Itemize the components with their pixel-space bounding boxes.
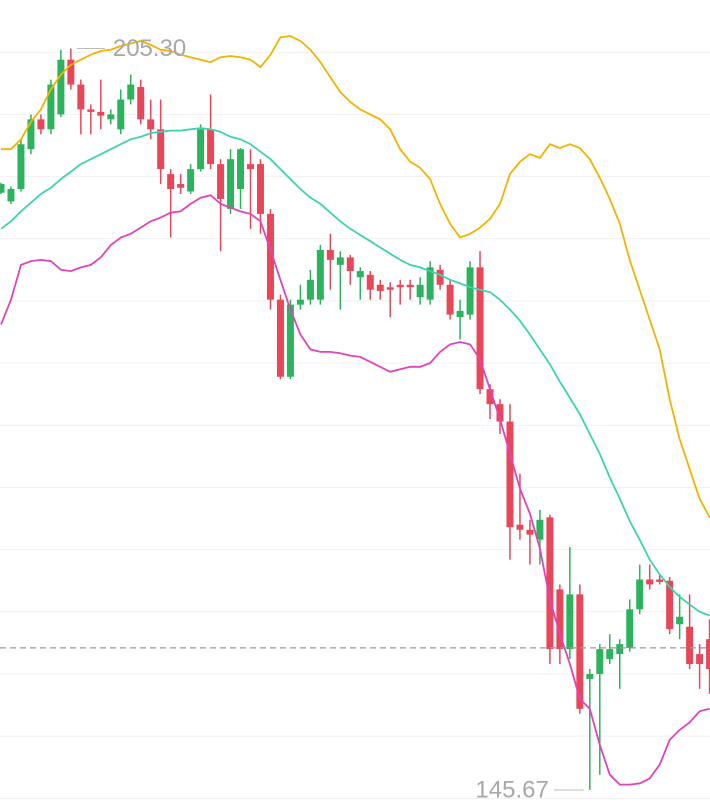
candle-body [127,84,135,100]
candle-body [57,59,65,115]
candle-body [636,579,644,610]
candle-body [247,164,254,170]
candle-body [646,579,654,585]
candle-body [227,159,235,209]
candle-body [396,284,404,288]
band-line [0,194,710,786]
candle-body [576,594,584,709]
candle-body [516,524,524,530]
candle-body [566,594,574,650]
candle-body [177,184,185,188]
candle-body [436,269,444,285]
candle-body [416,284,424,298]
candle-body [217,164,225,199]
candle-body [406,284,414,288]
candle-body [526,529,534,535]
candle-body [346,257,354,272]
candle-body [616,644,624,655]
candle-body [97,111,105,116]
candle-body [506,421,514,528]
candle-body [596,649,604,674]
band-line [1,35,710,518]
candle-body [606,649,614,660]
candle-body [676,616,684,625]
candle-body [356,271,364,278]
candle-body [316,249,324,300]
candle-body [666,580,674,630]
candle-body [626,609,634,648]
candle-body [107,114,115,120]
candle-body [306,279,314,300]
candle-body [276,299,284,377]
candle-body [207,129,215,165]
candle-body [656,579,664,582]
candle-body [157,129,165,170]
candle-body [536,519,544,540]
candle-body [87,109,95,112]
candle-body [466,267,474,315]
candle-body [326,249,334,260]
candle-body [67,59,75,85]
candle-body [496,404,504,422]
candle-body [197,129,205,170]
candle-body [446,284,454,315]
candle-body [336,257,344,265]
candle-body [476,267,484,390]
candle-body [556,589,564,650]
candle-body [37,119,45,130]
candle-body [266,213,274,300]
candle-body [366,274,374,290]
candle-body [7,189,15,202]
candle-body [546,517,554,650]
candle-body [376,284,384,291]
candle-body [426,267,434,300]
candle-body [296,299,304,305]
candle-body [167,174,175,190]
candle-body [137,87,145,120]
candle-body [17,144,25,190]
band-line [0,127,710,617]
candle-body [286,304,294,377]
candle-body [117,99,125,130]
candle-body [706,639,710,669]
candle-body [77,84,85,110]
candle-body [386,287,394,290]
candle-body [696,654,704,665]
candle-body [586,673,594,679]
candle-body [456,310,464,318]
candle-body [237,149,245,190]
candle-body [0,184,5,193]
candle-body [187,169,195,192]
candle-body [27,119,35,150]
candle-body [256,164,264,214]
candle-body [47,84,55,130]
annotation-label: 205.30 [113,35,186,62]
annotation-label: 145.67 [475,776,548,803]
candle-body [147,119,155,130]
candle-body [686,626,694,665]
candle-body [486,389,494,405]
